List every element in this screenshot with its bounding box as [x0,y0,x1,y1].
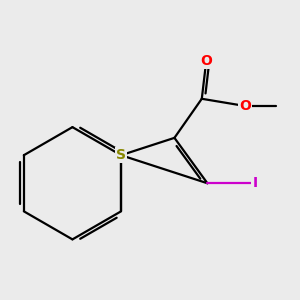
Text: O: O [239,99,251,113]
Text: S: S [116,148,126,162]
Text: I: I [253,176,258,190]
Text: O: O [200,54,212,68]
